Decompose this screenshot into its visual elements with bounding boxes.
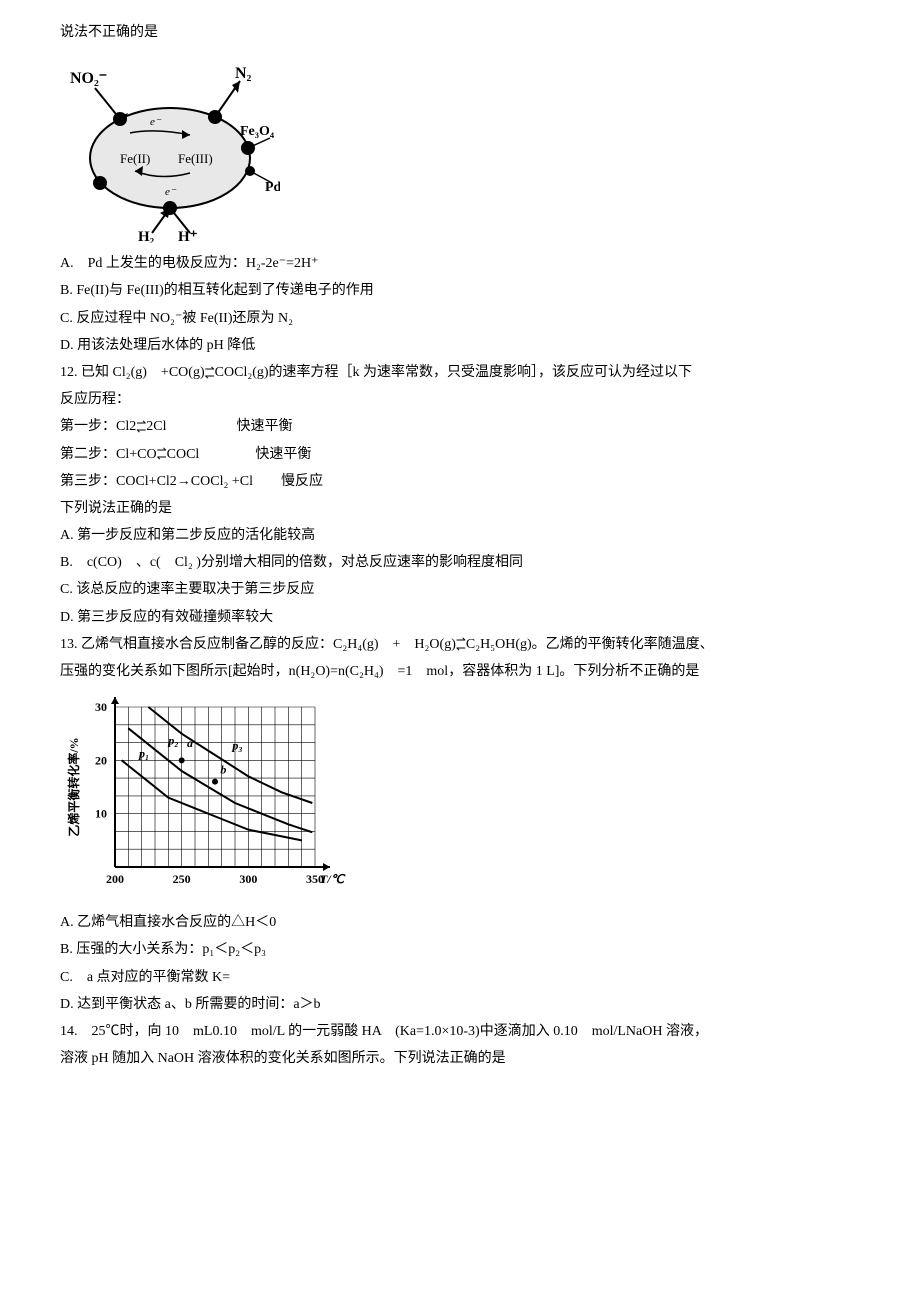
q14-stem2: 溶液 pH 随加入 NaOH 溶液体积的变化关系如图所示。下列说法正确的是 bbox=[60, 1046, 860, 1071]
q12-stem1a: 12. 已知 Cl₂(g) +CO(g) bbox=[60, 365, 205, 380]
equilibrium-icon: ⇀↽ bbox=[456, 637, 466, 651]
equilibrium-icon: ⇀↽ bbox=[157, 447, 167, 461]
svg-text:20: 20 bbox=[95, 754, 107, 768]
label-fe3: Fe(III) bbox=[178, 151, 213, 166]
q11-diagram: NO₂⁻ N₂ Fe₃O₄ Pd Fe(II) Fe(III) e⁻ e⁻ H₂… bbox=[60, 53, 860, 243]
q12-optA: A. 第一步反应和第二步反应的活化能较高 bbox=[60, 523, 860, 548]
svg-text:30: 30 bbox=[95, 700, 107, 714]
svg-text:b: b bbox=[220, 763, 226, 777]
q13-chart: 200250300350102030T/℃乙烯平衡转化率/%p₁p₂p₃ab bbox=[60, 692, 860, 902]
q12-toQ: 下列说法正确的是 bbox=[60, 496, 860, 521]
q13-optD: D. 达到平衡状态 a、b 所需要的时间：a＞b bbox=[60, 992, 860, 1017]
intro-line: 说法不正确的是 bbox=[60, 20, 860, 45]
label-e1: e⁻ bbox=[150, 116, 162, 128]
q12-stem1: 12. 已知 Cl₂(g) +CO(g)⇀↽COCl₂(g)的速率方程［k 为速… bbox=[60, 360, 860, 385]
q11-optB: B. Fe(II)与 Fe(III)的相互转化起到了传递电子的作用 bbox=[60, 278, 860, 303]
label-fe2: Fe(II) bbox=[120, 151, 150, 166]
label-no2: NO₂⁻ bbox=[70, 70, 107, 87]
q12-step3: 第三步：COCl+Cl2→COCl₂ +Cl 慢反应 bbox=[60, 469, 860, 494]
svg-text:250: 250 bbox=[173, 872, 191, 886]
label-h2: H₂ bbox=[138, 229, 155, 243]
label-fe3o4: Fe₃O₄ bbox=[240, 124, 275, 139]
svg-text:乙烯平衡转化率/%: 乙烯平衡转化率/% bbox=[66, 738, 81, 837]
label-pd: Pd bbox=[265, 180, 280, 195]
equilibrium-icon: ⇀↽ bbox=[136, 420, 146, 434]
q12-optB: B. c(CO) 、c( Cl₂ )分别增大相同的倍数，对总反应速率的影响程度相… bbox=[60, 550, 860, 575]
q13-stem1: 13. 乙烯气相直接水合反应制备乙醇的反应：C₂H₄(g) + H₂O(g)⇀↽… bbox=[60, 632, 860, 657]
label-e2: e⁻ bbox=[165, 186, 177, 198]
q12-stem2: 反应历程： bbox=[60, 387, 860, 412]
svg-text:200: 200 bbox=[106, 872, 124, 886]
svg-text:a: a bbox=[187, 736, 193, 750]
q13-optC: C. a 点对应的平衡常数 K= bbox=[60, 965, 860, 990]
svg-text:300: 300 bbox=[239, 872, 257, 886]
q13-optA: A. 乙烯气相直接水合反应的△H＜0 bbox=[60, 910, 860, 935]
svg-text:p₂: p₂ bbox=[167, 734, 178, 748]
q12-optD: D. 第三步反应的有效碰撞频率较大 bbox=[60, 605, 860, 630]
equilibrium-icon: ⇀↽ bbox=[205, 366, 215, 380]
svg-text:p₁: p₁ bbox=[138, 747, 149, 761]
q14-stem1: 14. 25℃时，向 10 mL0.10 mol/L 的一元弱酸 HA (Ka=… bbox=[60, 1019, 860, 1044]
q12-optC: C. 该总反应的速率主要取决于第三步反应 bbox=[60, 577, 860, 602]
q12-stem1b: COCl₂(g)的速率方程［k 为速率常数，只受温度影响］，该反应可认为经过以下 bbox=[215, 365, 692, 380]
q11-optA: A. Pd 上发生的电极反应为：H₂-2e⁻=2H⁺ bbox=[60, 251, 860, 276]
svg-text:10: 10 bbox=[95, 807, 107, 821]
label-n2: N₂ bbox=[235, 65, 252, 82]
q13-stem2: 压强的变化关系如下图所示[起始时，n(H₂O)=n(C₂H₄) =1 mol，容… bbox=[60, 659, 860, 684]
svg-text:T/℃: T/℃ bbox=[320, 872, 346, 886]
q12-step2: 第二步：Cl+CO⇀↽COCl 快速平衡 bbox=[60, 442, 860, 467]
q12-step1: 第一步：Cl2⇀↽2Cl 快速平衡 bbox=[60, 414, 860, 439]
q13-optB: B. 压强的大小关系为：p₁＜p₂＜p₃ bbox=[60, 937, 860, 962]
label-hplus: H⁺ bbox=[178, 229, 198, 243]
q11-optC: C. 反应过程中 NO₂⁻被 Fe(II)还原为 N₂ bbox=[60, 306, 860, 331]
svg-text:p₃: p₃ bbox=[231, 739, 242, 753]
q11-optD: D. 用该法处理后水体的 pH 降低 bbox=[60, 333, 860, 358]
